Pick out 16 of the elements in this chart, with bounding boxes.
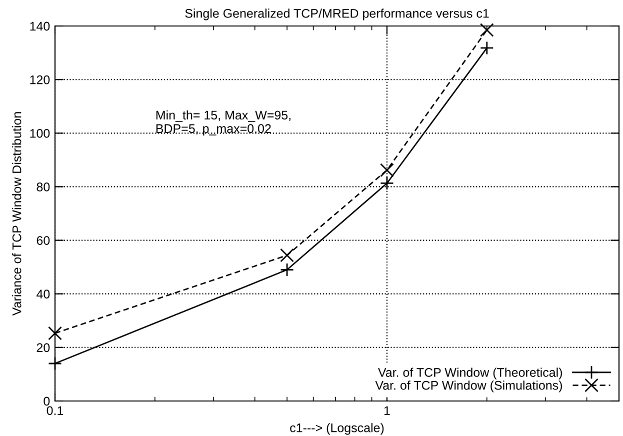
y-tick-label: 100	[30, 128, 50, 138]
y-axis-title: Variance of TCP Window Distribution	[12, 112, 22, 316]
y-tick-label: 60	[36, 236, 50, 245]
x-tick-label: 0.1	[46, 406, 64, 416]
y-tick-label: 20	[36, 343, 50, 352]
legend-label: Var. of TCP Window (Simulations)	[375, 380, 562, 392]
chart-title: Single Generalized TCP/MRED performance versus c1	[185, 8, 489, 20]
y-tick-label: 80	[36, 182, 50, 192]
y-tick-label: 0	[44, 396, 50, 406]
y-tick-label: 140	[30, 22, 50, 31]
x-axis-title: c1---> (Logscale)	[290, 423, 384, 435]
y-tick-label: 40	[36, 290, 50, 299]
legend-label: Var. of TCP Window (Theoretical)	[378, 368, 562, 380]
y-tick-label: 120	[30, 75, 50, 84]
x-tick-label: 1	[384, 406, 390, 415]
annotation: Min_th= 15, Max_W=95, BDP=5, p_max=0.02	[156, 110, 290, 136]
